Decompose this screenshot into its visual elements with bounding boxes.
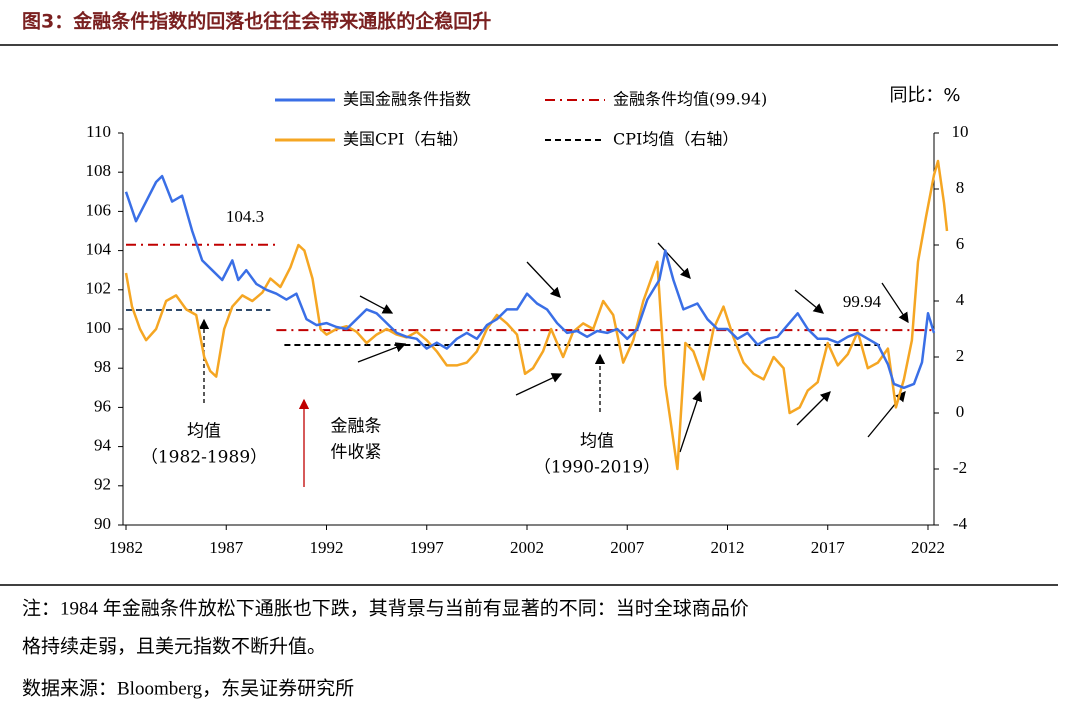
x-tick-label: 2007: [610, 538, 645, 557]
legend-label: 美国CPI（右轴）: [343, 130, 468, 149]
legend-label: 美国金融条件指数: [343, 90, 471, 109]
note-line: 注：1984 年金融条件放松下通胀也下跌，其背景与当前有显著的不同：当时全球商品…: [22, 597, 749, 619]
y2-tick-label: 4: [956, 290, 965, 309]
y-tick-label: 94: [94, 436, 112, 455]
x-tick-label: 1987: [209, 538, 244, 557]
y2-tick-label: -4: [953, 514, 968, 533]
y2-tick-label: 6: [956, 234, 965, 253]
note-line: 格持续走弱，且美元指数不断升值。: [22, 635, 326, 657]
y-tick-label: 106: [86, 200, 112, 219]
y-tick-label: 102: [86, 279, 112, 298]
y-tick-label: 92: [94, 475, 111, 494]
x-tick-label: 1982: [109, 538, 143, 557]
y2-tick-label: 10: [952, 122, 969, 141]
annotation: （1982-1989）: [141, 448, 267, 468]
y2-tick-label: -2: [953, 458, 967, 477]
legend-label: 金融条件均值(99.94): [613, 90, 767, 109]
y-tick-label: 108: [86, 161, 112, 180]
y2-tick-label: 0: [956, 402, 965, 421]
reference-value-label: 104.3: [226, 207, 264, 226]
annotation: （1990-2019）: [534, 458, 660, 478]
y-tick-label: 100: [86, 318, 112, 337]
unit-label: 同比：%: [889, 85, 960, 106]
annotation: 件收紧: [331, 443, 382, 463]
y-tick-label: 90: [94, 514, 111, 533]
x-tick-label: 2022: [911, 538, 945, 557]
series-line: [124, 174, 936, 390]
y-tick-label: 98: [94, 357, 111, 376]
reference-value-label: 99.94: [843, 292, 882, 311]
annotation: 均值: [580, 432, 614, 452]
series-line: [124, 159, 949, 471]
annotation: 均值: [187, 422, 221, 442]
chart-title: 图3：金融条件指数的回落也往往会带来通胀的企稳回升: [22, 10, 491, 33]
x-tick-label: 1997: [410, 538, 445, 557]
x-tick-label: 1992: [310, 538, 344, 557]
y-tick-label: 110: [86, 122, 111, 141]
x-tick-label: 2012: [710, 538, 744, 557]
y2-tick-label: 2: [956, 346, 965, 365]
annotation: 金融条: [331, 417, 382, 437]
x-tick-label: 2017: [811, 538, 846, 557]
y-tick-label: 104: [86, 240, 112, 259]
y2-tick-label: 8: [956, 178, 965, 197]
legend-label: CPI均值（右轴）: [613, 130, 738, 149]
arrows: [198, 242, 909, 487]
y-tick-label: 96: [94, 396, 111, 415]
source: 数据来源：Bloomberg，东吴证券研究所: [22, 677, 354, 699]
x-tick-label: 2002: [510, 538, 544, 557]
